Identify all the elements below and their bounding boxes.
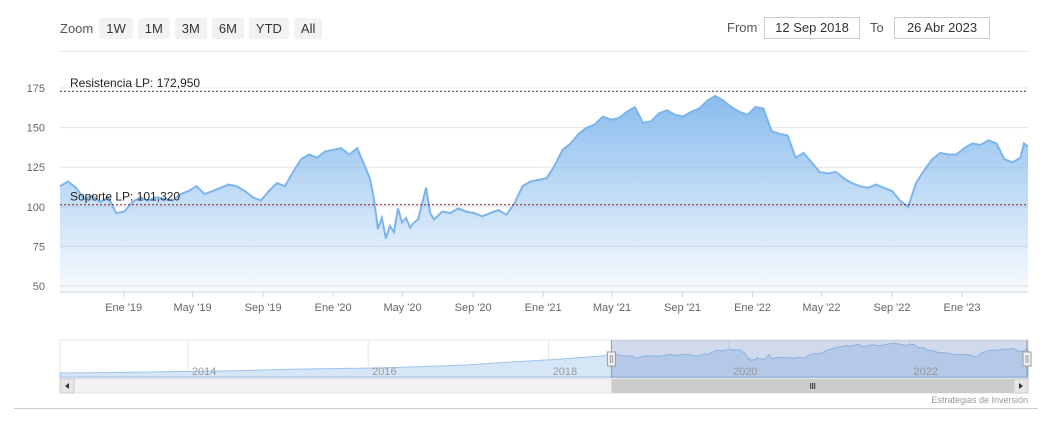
reference-line-label: Resistencia LP: 172,950	[70, 76, 200, 90]
price-chart: 50 75 100 125 150 175 Resistencia LP: 172,950…	[27, 76, 1029, 314]
reference-lines: Resistencia LP: 172,950 Soporte LP: 101,3…	[60, 76, 1028, 206]
reference-line-label: Soporte LP: 101,320	[70, 190, 180, 204]
y-tick-label: 125	[27, 162, 45, 174]
x-tick-label: Sep '22	[874, 302, 911, 314]
toolbar-divider	[60, 51, 1028, 52]
from-date-input[interactable]: 12 Sep 2018	[764, 17, 860, 39]
navigator[interactable]: 2014 2016 2018 2020 2022	[0, 0, 1056, 400]
zoom-1m-button[interactable]: 1M	[137, 17, 170, 39]
price-series-line	[59, 94, 1029, 239]
x-tick-label: Ene '19	[105, 302, 142, 314]
navigator-year-label: 2022	[913, 366, 937, 378]
y-tick-label: 175	[27, 83, 45, 95]
zoom-3m-button[interactable]: 3M	[174, 17, 207, 39]
x-tick-label: May '19	[173, 302, 211, 314]
x-tick-label: May '21	[593, 302, 631, 314]
navigator-year-label: 2014	[192, 366, 216, 378]
zoom-all-button[interactable]: All	[293, 17, 323, 39]
x-tick-label: Ene '20	[315, 302, 352, 314]
scrollbar-grip-icon	[810, 383, 816, 389]
to-label: To	[870, 20, 884, 35]
navigator-area	[59, 342, 1029, 378]
navigator-year-label: 2020	[733, 366, 757, 378]
navigator-year-labels: 2014 2016 2018 2020 2022	[192, 366, 938, 378]
y-tick-label: 150	[27, 123, 45, 135]
from-label: From	[727, 20, 758, 35]
y-tick-label: 50	[33, 281, 45, 293]
zoom-6m-button[interactable]: 6M	[211, 17, 244, 39]
x-tick-label: May '20	[383, 302, 421, 314]
x-tick-label: Ene '21	[525, 302, 562, 314]
zoom-label: Zoom	[60, 20, 94, 36]
arrow-right-icon	[1019, 383, 1023, 389]
navigator-year-label: 2018	[553, 366, 577, 378]
zoom-ytd-button[interactable]: YTD	[248, 17, 289, 39]
navigator-year-label: 2016	[372, 366, 396, 378]
chart-credit[interactable]: Estrategias de Inversión	[931, 395, 1028, 405]
x-tick-label: Sep '20	[455, 302, 492, 314]
price-area	[60, 95, 1028, 293]
to-date-input[interactable]: 26 Abr 2023	[894, 17, 990, 39]
navigator-selected-range[interactable]	[611, 340, 1028, 378]
y-axis: 50 75 100 125 150 175	[27, 83, 45, 293]
x-axis: Ene '19 May '19 Sep '19 Ene '20 May '20 Sep '…	[105, 292, 980, 314]
y-tick-label: 75	[33, 241, 45, 253]
y-tick-label: 100	[27, 202, 45, 214]
arrow-left-icon	[65, 383, 69, 389]
x-tick-label: Ene '23	[944, 302, 981, 314]
navigator-handles[interactable]	[606, 340, 1032, 378]
x-tick-label: Sep '21	[664, 302, 701, 314]
bottom-divider	[14, 408, 1038, 409]
zoom-1w-button[interactable]: 1W	[99, 17, 133, 39]
navigator-handle[interactable]	[606, 351, 616, 367]
navigator-handle[interactable]	[1022, 351, 1032, 367]
zoom-selector: Zoom 1W 1M 3M 6M YTD All	[60, 17, 327, 39]
x-tick-label: Sep '19	[245, 302, 282, 314]
x-tick-label: Ene '22	[734, 302, 771, 314]
x-tick-label: May '22	[802, 302, 840, 314]
